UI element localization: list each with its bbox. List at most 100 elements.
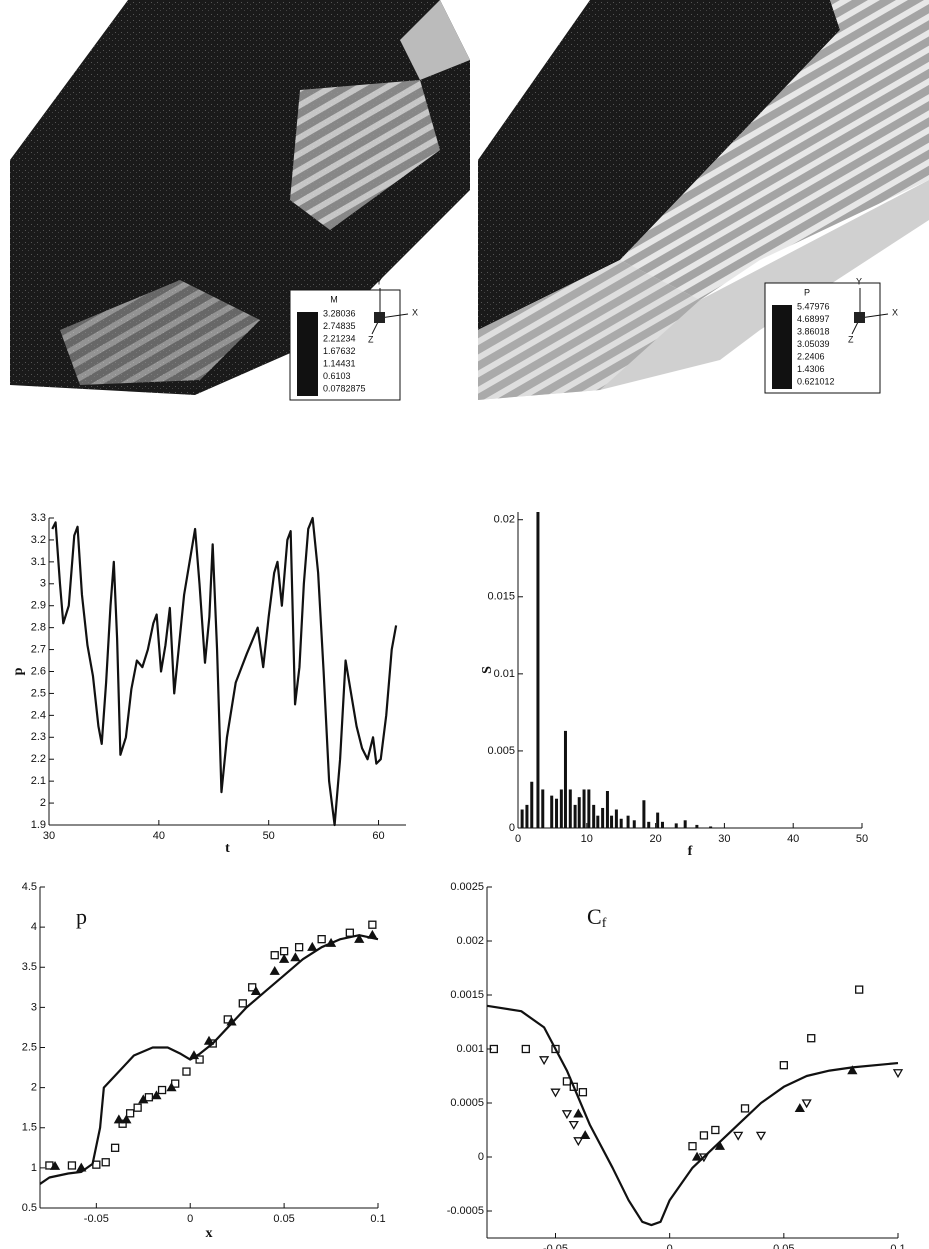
y-axis-title: S (480, 666, 495, 674)
annotation-symbol: C (587, 904, 602, 929)
chart: -0.0005 0 0.0005 0.001 0.0015 0.002 0.0025 -0.0… (447, 881, 906, 1249)
bar (530, 781, 534, 828)
y-tick-label: 0.02 (494, 514, 515, 526)
x-tick-label: -0.05 (84, 1213, 109, 1225)
y-tick-label: 3.5 (22, 961, 37, 973)
triangle-marker (325, 937, 337, 947)
square-marker (740, 1104, 750, 1113)
triangle-marker (290, 952, 301, 962)
annotation: Cf (587, 904, 607, 931)
y-tick-label: 0.001 (456, 1043, 484, 1055)
chart: 1.9 2 2.1 2.2 2.3 2.4 2.5 2.6 2.7 2.8 2.9 3 3.1 3.2 3.… (11, 512, 406, 856)
triangle-down-marker (755, 1131, 767, 1141)
square-marker (489, 1044, 499, 1054)
x-tick-label: 0.1 (370, 1213, 385, 1225)
x-tick-label: 0 (187, 1213, 193, 1225)
y-tick-label: 3 (31, 1001, 37, 1013)
triangle-marker (573, 1108, 584, 1118)
legend-title: P (804, 287, 810, 297)
bar (541, 789, 545, 828)
x-tick-label: 0 (667, 1243, 673, 1249)
bar (587, 789, 591, 828)
axis-cube (374, 312, 385, 323)
axis-cube (854, 312, 865, 323)
axis-label: Y (376, 276, 382, 286)
bar (695, 824, 699, 828)
square-marker (562, 1077, 572, 1086)
triangle-down-marker (573, 1137, 584, 1147)
triangle-marker (269, 965, 280, 975)
x-tick-label: 30 (43, 830, 55, 842)
bar (656, 812, 660, 828)
y-tick-label: 2.2 (31, 753, 46, 765)
triangle-marker (188, 1050, 200, 1060)
square-marker (855, 985, 864, 994)
y-tick-label: 3.3 (31, 512, 46, 524)
bar (550, 795, 554, 828)
triangle-down-marker (561, 1110, 573, 1120)
square-marker (182, 1067, 191, 1076)
y-tick-label: 2.1 (31, 775, 46, 787)
x-tick-label: 40 (787, 833, 799, 845)
axis-label: Y (856, 276, 862, 286)
triangle-marker (166, 1082, 177, 1092)
triangle-marker (714, 1140, 726, 1150)
square-marker (699, 1131, 709, 1140)
square-marker (144, 1093, 154, 1102)
x-tick-label: 50 (856, 833, 868, 845)
axis-label: X (892, 307, 898, 317)
square-marker (67, 1161, 77, 1170)
y-tick-label: 1.9 (31, 819, 46, 831)
x-tick-label: 50 (263, 830, 275, 842)
bar (610, 815, 614, 828)
square-marker (133, 1103, 142, 1112)
bar (614, 809, 618, 828)
bar (632, 820, 636, 828)
bar (642, 800, 646, 828)
square-marker (688, 1142, 697, 1151)
triangle-marker (151, 1090, 162, 1100)
square-marker (345, 928, 354, 937)
square-marker (807, 1034, 816, 1043)
y-tick-label: 4.5 (22, 881, 37, 893)
y-tick-label: 2.3 (31, 731, 46, 743)
bar (596, 815, 600, 828)
square-marker (125, 1109, 135, 1118)
square-marker (551, 1044, 560, 1054)
x-tick-label: 20 (649, 833, 661, 845)
triangle-marker (354, 933, 365, 943)
legend-level: 0.0782875 (323, 383, 366, 393)
y-tick-label: 0 (509, 822, 515, 834)
y-tick-label: 2.8 (31, 622, 46, 634)
legend-level: 1.4306 (797, 364, 825, 374)
triangle-down-marker (538, 1056, 550, 1066)
x-tick-label: 60 (372, 830, 384, 842)
square-marker (711, 1125, 720, 1135)
triangle-marker (580, 1130, 591, 1140)
bar (573, 804, 577, 828)
legend-level: 1.67632 (323, 346, 356, 356)
triangle-down-marker (698, 1153, 710, 1163)
legend-level: 3.05039 (797, 339, 830, 349)
triangle-down-marker (892, 1069, 904, 1079)
square-marker (110, 1143, 120, 1152)
triangle-marker (847, 1065, 858, 1075)
bar (563, 730, 567, 828)
triangle-marker (307, 941, 318, 951)
x-tick-label: 0.1 (890, 1243, 905, 1249)
y-tick-label: 0.0005 (450, 1097, 484, 1109)
triangle-down-marker (550, 1088, 561, 1098)
data-line (486, 1004, 899, 1227)
y-tick-label: 3.2 (31, 534, 46, 546)
y-tick-label: 0.005 (487, 745, 515, 757)
chart: 0 0.005 0.01 0.015 0.02 0 10 20 30 40 50 f S (480, 512, 868, 859)
x-axis-title: t (225, 841, 230, 856)
y-tick-label: 1.5 (22, 1122, 37, 1134)
x-tick-label: -0.05 (543, 1243, 568, 1249)
x-tick-label: 0 (515, 833, 521, 845)
triangle-marker (138, 1094, 149, 1104)
legend-level: 4.68997 (797, 314, 830, 324)
triangle-marker (691, 1151, 703, 1161)
y-tick-label: 0.015 (487, 591, 515, 603)
x-axis-title: f (688, 844, 693, 859)
